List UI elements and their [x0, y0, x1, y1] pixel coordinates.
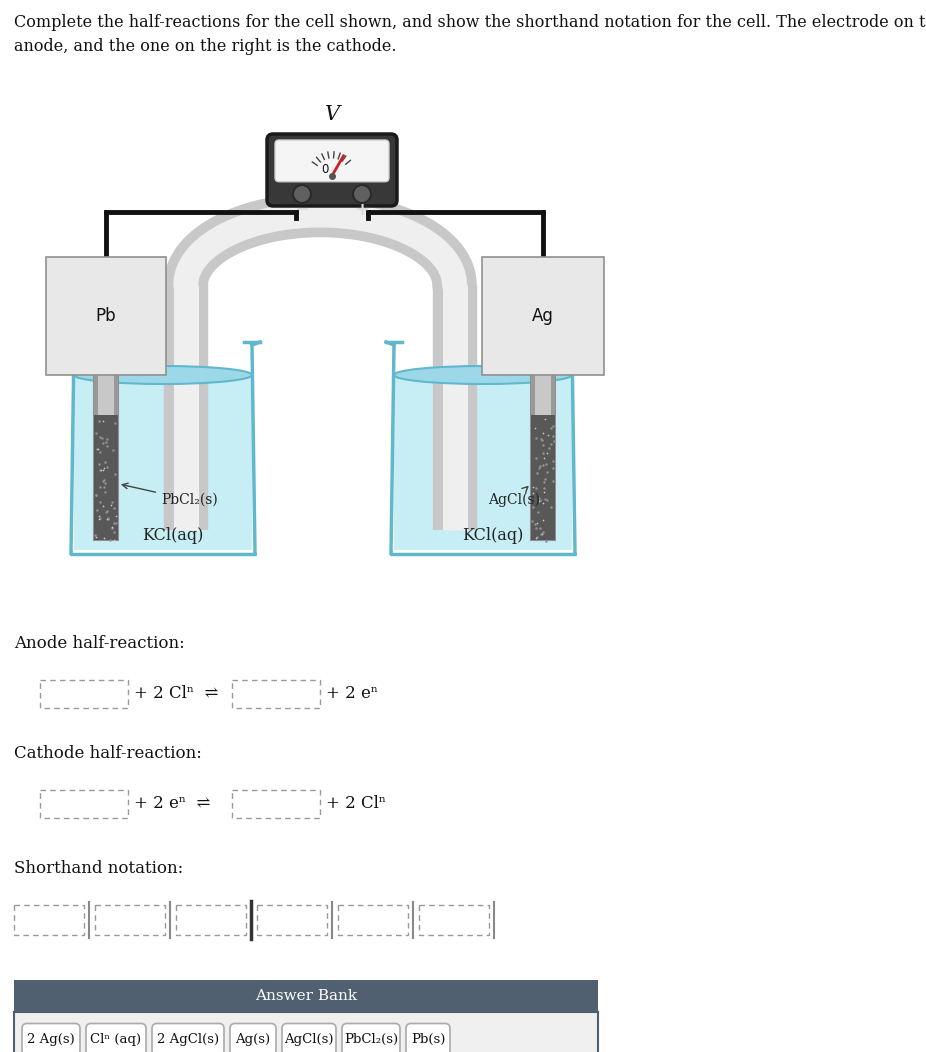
Text: AgCl(s): AgCl(s)	[488, 487, 540, 507]
FancyBboxPatch shape	[419, 905, 489, 935]
FancyBboxPatch shape	[14, 1012, 598, 1052]
Ellipse shape	[74, 366, 252, 384]
FancyBboxPatch shape	[152, 1024, 224, 1052]
Text: + 2 eⁿ  ⇌: + 2 eⁿ ⇌	[134, 795, 210, 812]
Text: −: −	[294, 201, 309, 219]
FancyBboxPatch shape	[176, 905, 246, 935]
Text: KCl(aq): KCl(aq)	[143, 526, 204, 544]
FancyBboxPatch shape	[14, 980, 598, 1012]
FancyBboxPatch shape	[94, 258, 118, 540]
FancyBboxPatch shape	[94, 258, 98, 540]
Circle shape	[353, 185, 371, 203]
Text: anode, and the one on the right is the cathode.: anode, and the one on the right is the c…	[14, 38, 396, 55]
Text: Complete the half-reactions for the cell shown, and show the shorthand notation : Complete the half-reactions for the cell…	[14, 14, 926, 31]
FancyBboxPatch shape	[14, 905, 84, 935]
FancyBboxPatch shape	[531, 414, 555, 540]
FancyBboxPatch shape	[232, 790, 320, 818]
Text: 2 AgCl(s): 2 AgCl(s)	[156, 1033, 219, 1046]
FancyBboxPatch shape	[531, 258, 535, 540]
FancyBboxPatch shape	[94, 414, 118, 540]
Text: +: +	[355, 201, 369, 219]
FancyBboxPatch shape	[551, 258, 555, 540]
Text: Pb(s): Pb(s)	[411, 1033, 445, 1046]
FancyBboxPatch shape	[275, 140, 389, 182]
Text: Pb: Pb	[95, 307, 117, 325]
Text: 0: 0	[321, 163, 329, 177]
FancyBboxPatch shape	[74, 375, 252, 550]
Text: PbCl₂(s): PbCl₂(s)	[344, 1033, 398, 1046]
FancyBboxPatch shape	[531, 258, 555, 540]
FancyBboxPatch shape	[394, 375, 572, 550]
Circle shape	[293, 185, 311, 203]
Text: V: V	[324, 105, 340, 124]
Text: + 2 eⁿ: + 2 eⁿ	[326, 686, 378, 703]
FancyBboxPatch shape	[257, 905, 327, 935]
Text: Cathode half-reaction:: Cathode half-reaction:	[14, 745, 202, 762]
Text: Anode half-reaction:: Anode half-reaction:	[14, 635, 185, 652]
FancyBboxPatch shape	[230, 1024, 276, 1052]
FancyBboxPatch shape	[114, 258, 118, 540]
Text: PbCl₂(s): PbCl₂(s)	[122, 483, 218, 507]
Text: Answer Bank: Answer Bank	[255, 989, 357, 1003]
FancyBboxPatch shape	[267, 134, 397, 206]
Text: + 2 Clⁿ  ⇌: + 2 Clⁿ ⇌	[134, 686, 219, 703]
FancyBboxPatch shape	[86, 1024, 146, 1052]
Text: + 2 Clⁿ: + 2 Clⁿ	[326, 795, 386, 812]
FancyBboxPatch shape	[22, 1024, 80, 1052]
Text: KCl(aq): KCl(aq)	[462, 526, 524, 544]
Text: 2 Ag(s): 2 Ag(s)	[27, 1033, 75, 1046]
Text: Ag: Ag	[532, 307, 554, 325]
FancyBboxPatch shape	[338, 905, 408, 935]
Text: AgCl(s): AgCl(s)	[284, 1033, 333, 1046]
FancyBboxPatch shape	[40, 680, 128, 708]
FancyBboxPatch shape	[282, 1024, 336, 1052]
FancyBboxPatch shape	[232, 680, 320, 708]
Text: Shorthand notation:: Shorthand notation:	[14, 859, 183, 877]
Ellipse shape	[394, 366, 572, 384]
FancyBboxPatch shape	[40, 790, 128, 818]
Text: Ag(s): Ag(s)	[235, 1033, 270, 1046]
FancyBboxPatch shape	[342, 1024, 400, 1052]
Text: Clⁿ (aq): Clⁿ (aq)	[91, 1033, 142, 1046]
FancyBboxPatch shape	[95, 905, 165, 935]
FancyBboxPatch shape	[406, 1024, 450, 1052]
